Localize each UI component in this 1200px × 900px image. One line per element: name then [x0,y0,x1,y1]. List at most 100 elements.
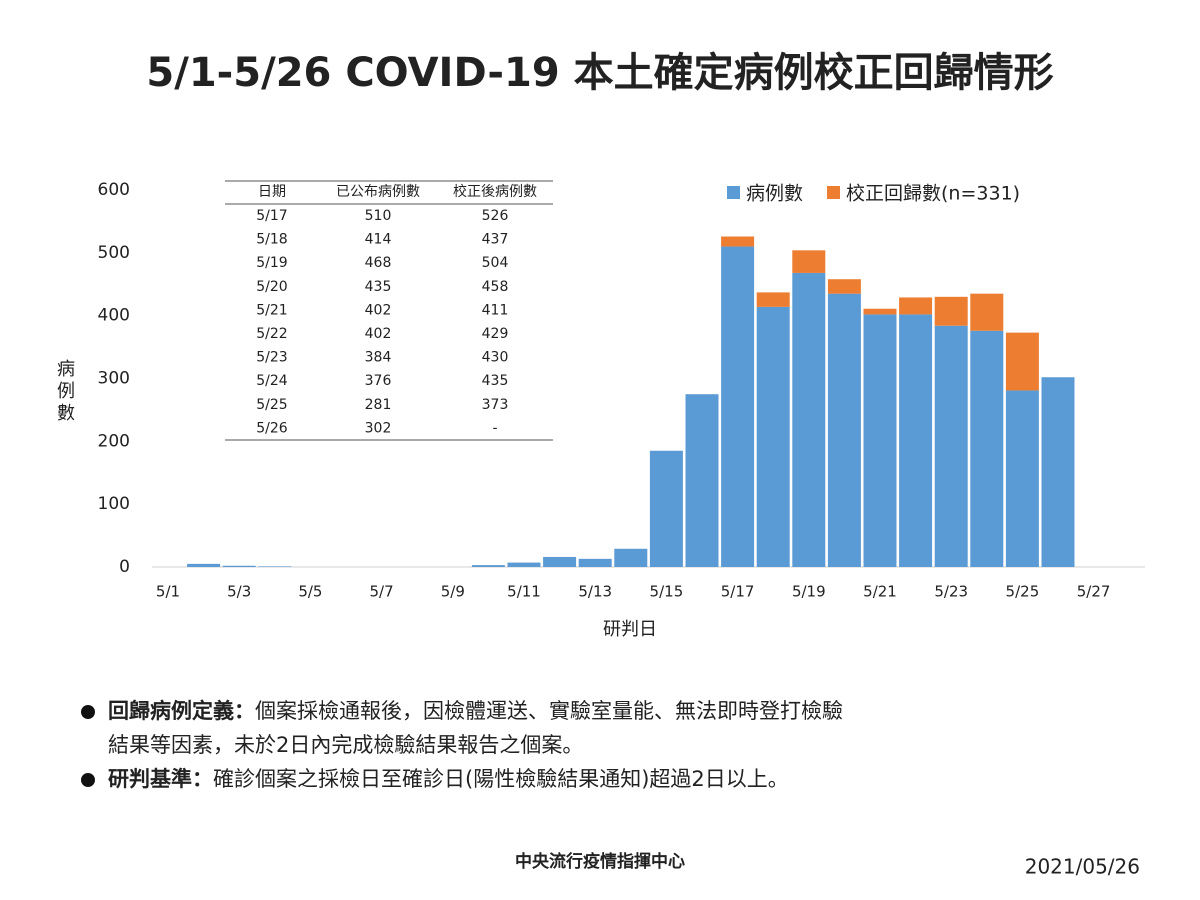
bar-segment [934,296,968,326]
bar-segment [827,293,861,567]
legend-swatch [727,186,740,199]
bullet [81,773,95,787]
table-cell: 526 [482,208,509,224]
bar-segment [222,565,256,567]
y-axis-label: 病例數 [57,359,75,424]
bar-segment [756,292,790,307]
x-tick-label: 5/21 [863,583,897,601]
bar-segment [578,558,612,567]
x-tick-label: 5/25 [1006,583,1040,601]
y-tick-label: 0 [119,557,130,577]
table-header: 日期 [258,184,286,200]
table-cell: 5/26 [256,420,288,436]
bar-segment [756,306,790,567]
table-cell: 5/21 [256,302,287,318]
table-cell: 5/20 [256,279,287,295]
table-cell: 468 [365,255,392,271]
table-cell: 402 [365,302,392,318]
table-cell: 5/22 [256,326,287,342]
x-tick-label: 5/27 [1077,583,1111,601]
table-cell: 414 [365,232,392,248]
x-tick-label: 5/19 [792,583,826,601]
bullet [81,705,95,719]
bar-segment [187,563,221,567]
y-tick-label: 500 [98,243,130,263]
bar-segment [792,272,826,567]
y-tick-label: 400 [98,306,130,326]
table-cell: 411 [482,302,509,318]
table-cell: 373 [482,397,509,413]
x-tick-label: 5/9 [441,583,465,601]
table-cell: 510 [365,208,392,224]
bar-segment [899,314,933,567]
bar-segment [863,314,897,567]
bar-segment [685,394,719,567]
x-axis-label: 研判日 [603,619,657,640]
note-text: 確診個案之採檢日至確診日(陽性檢驗結果通知)超過2日以上。 [213,767,789,791]
y-tick-label: 100 [98,494,130,514]
footer-source: 中央流行疫情指揮中心 [515,851,685,872]
legend-swatch [827,186,841,199]
table-cell: 437 [482,232,509,248]
bar-segment [614,548,648,567]
table-cell: - [492,420,497,436]
note-text: 個案採檢通報後，因檢體運送、實驗室量能、無法即時登打檢驗 [255,699,843,723]
x-tick-label: 5/3 [227,583,251,601]
bar-segment [543,556,577,567]
y-tick-label: 600 [98,180,130,200]
x-tick-label: 5/11 [507,583,541,601]
bar-segment [863,308,897,315]
x-tick-label: 5/15 [650,583,684,601]
table-cell: 504 [482,255,509,271]
table-cell: 429 [482,326,509,342]
bar-segment [792,250,826,273]
bar-segment [1005,332,1039,391]
table-cell: 5/23 [256,350,287,366]
bar-segment [471,565,505,567]
table-header: 校正後病例數 [453,183,537,200]
note-label: 研判基準： [108,767,213,791]
table-cell: 430 [482,350,509,366]
x-tick-label: 5/7 [370,583,394,601]
table-cell: 5/18 [256,232,287,248]
bar-segment [899,297,933,315]
table-cell: 302 [365,420,392,436]
slide-title: 5/1-5/26 COVID-19 本土確定病例校正回歸情形 [146,50,1053,96]
footer-date: 2021/05/26 [1025,855,1140,879]
bar-segment [721,246,755,568]
x-tick-label: 5/5 [298,583,322,601]
bar-segment [970,330,1004,567]
note-text: 結果等因素，未於2日內完成檢驗結果報告之個案。 [108,733,583,757]
table-cell: 384 [365,350,392,366]
y-tick-label: 300 [98,369,130,389]
table-cell: 402 [365,326,392,342]
table-cell: 435 [482,373,509,389]
table-cell: 435 [365,279,392,295]
bar-segment [507,562,541,567]
table-cell: 5/25 [256,397,287,413]
x-tick-label: 5/17 [721,583,755,601]
table-cell: 5/17 [256,208,287,224]
bar-segment [649,450,683,567]
bar-segment [258,566,292,567]
legend-label: 病例數 [746,183,803,205]
table-cell: 5/24 [256,373,288,389]
x-tick-label: 5/1 [156,583,180,601]
bar-segment [934,325,968,567]
x-tick-label: 5/13 [578,583,612,601]
table-cell: 458 [482,279,509,295]
bar-segment [1041,377,1075,567]
bar-segment [1005,390,1039,567]
bar-segment [827,279,861,294]
y-tick-label: 200 [98,431,130,451]
x-tick-label: 5/23 [934,583,968,601]
note-label: 回歸病例定義： [108,699,255,723]
bar-segment [721,236,755,247]
table-cell: 5/19 [256,255,287,271]
legend-label: 校正回歸數(n=331) [846,183,1020,205]
bar-segment [970,293,1004,331]
table-cell: 376 [365,373,392,389]
table-cell: 281 [365,397,392,413]
table-header: 已公布病例數 [336,184,420,200]
